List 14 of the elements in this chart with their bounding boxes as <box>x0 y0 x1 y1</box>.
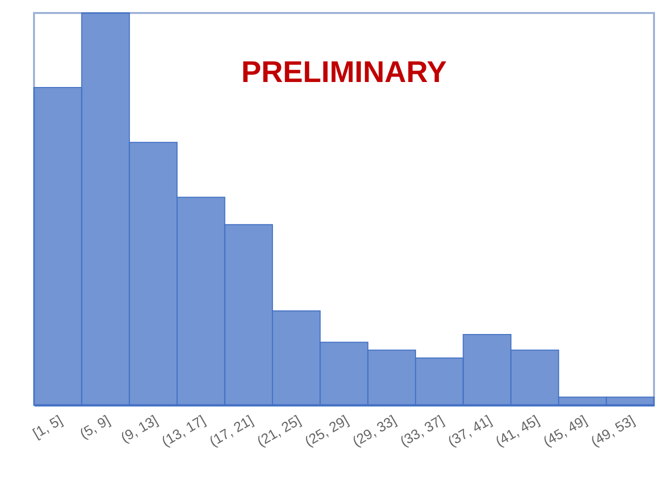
x-tick-label: (9, 13] <box>118 412 160 446</box>
x-tick-label: (45, 49] <box>540 412 590 450</box>
x-tick-label: (17, 21] <box>206 412 256 450</box>
x-tick-label: [1, 5] <box>30 412 65 442</box>
x-tick-label: (13, 17] <box>158 412 208 450</box>
x-tick-label: (21, 25] <box>254 412 304 450</box>
annotation: PRELIMINARY <box>241 56 447 89</box>
x-tick-label: (37, 41] <box>444 412 494 450</box>
x-tick-label: (49, 53] <box>588 412 638 450</box>
x-tick-label: (41, 45] <box>492 412 542 450</box>
x-tick-label: (33, 37] <box>397 412 446 450</box>
x-tick-label: (5, 9] <box>76 412 113 442</box>
x-tick-label: (29, 33] <box>350 412 399 450</box>
x-tick-label: (25, 29] <box>302 412 351 450</box>
